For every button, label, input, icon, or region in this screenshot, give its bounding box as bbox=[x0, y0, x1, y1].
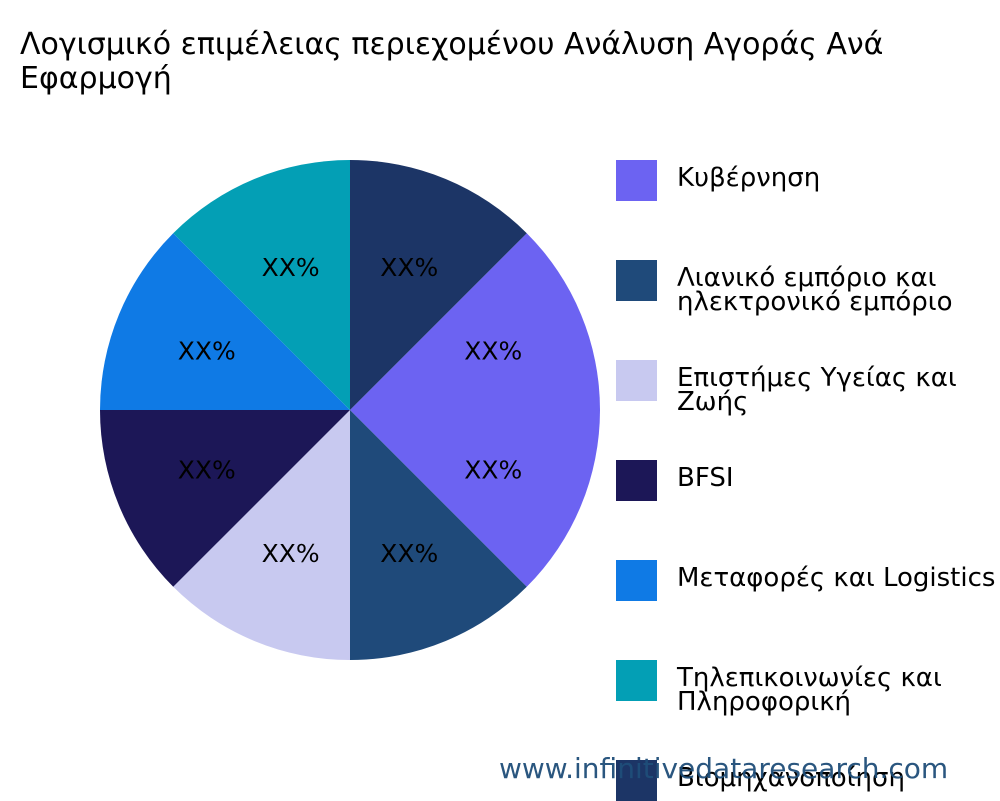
slice-percent-label: XX% bbox=[178, 455, 236, 484]
pie-slice bbox=[350, 160, 527, 410]
slice-percent-label: XX% bbox=[380, 253, 438, 282]
pie-slice bbox=[350, 233, 600, 587]
legend-item-government: Κυβέρνηση bbox=[616, 160, 820, 201]
pie-slice bbox=[173, 160, 350, 410]
legend-swatch bbox=[616, 260, 657, 301]
legend-swatch bbox=[616, 660, 657, 701]
legend-label: Μεταφορές και Logistics bbox=[677, 563, 996, 593]
pie-slice bbox=[100, 410, 350, 587]
legend-label: Κυβέρνηση bbox=[677, 163, 821, 193]
legend-item-life-sciences: Επιστήμες Υγείας και Ζωής bbox=[616, 360, 957, 417]
slice-percent-label: XX% bbox=[262, 539, 320, 568]
legend-label: Επιστήμες Υγείας και Ζωής bbox=[677, 363, 957, 417]
legend-item-manufacturing: Βιομηχανοποίηση bbox=[616, 760, 905, 801]
legend-item-telecom-it: Τηλεπικοινωνίες και Πληροφορική bbox=[616, 660, 942, 717]
legend-item-transport-logistics: Μεταφορές και Logistics bbox=[616, 560, 995, 601]
legend-item-bfsi: BFSI bbox=[616, 460, 734, 501]
pie-slice bbox=[173, 410, 350, 660]
legend-swatch bbox=[616, 160, 657, 201]
legend-item-retail-ecommerce: Λιανικό εμπόριο και ηλεκτρονικό εμπόριο bbox=[616, 260, 953, 317]
slice-percent-label: XX% bbox=[464, 455, 522, 484]
legend-swatch bbox=[616, 760, 657, 801]
pie-chart: XX% XX% XX% XX% XX% XX% XX% XX% bbox=[100, 160, 600, 660]
watermark-url: www.infinitivedataresearch.com bbox=[499, 752, 949, 785]
legend-swatch bbox=[616, 460, 657, 501]
slice-percent-label: XX% bbox=[380, 539, 438, 568]
chart-title: Λογισμικό επιμέλειας περιεχομένου Ανάλυσ… bbox=[20, 27, 884, 96]
slice-percent-label: XX% bbox=[262, 253, 320, 282]
legend-label: BFSI bbox=[677, 463, 734, 493]
legend-label: Λιανικό εμπόριο και ηλεκτρονικό εμπόριο bbox=[677, 263, 953, 317]
legend-swatch bbox=[616, 560, 657, 601]
legend-swatch bbox=[616, 360, 657, 401]
slice-percent-label: XX% bbox=[178, 337, 236, 366]
pie-slice bbox=[100, 233, 350, 410]
legend-label: Βιομηχανοποίηση bbox=[677, 763, 905, 793]
legend-label: Τηλεπικοινωνίες και Πληροφορική bbox=[677, 663, 942, 717]
slice-percent-label: XX% bbox=[464, 337, 522, 366]
pie-slice bbox=[350, 410, 527, 660]
